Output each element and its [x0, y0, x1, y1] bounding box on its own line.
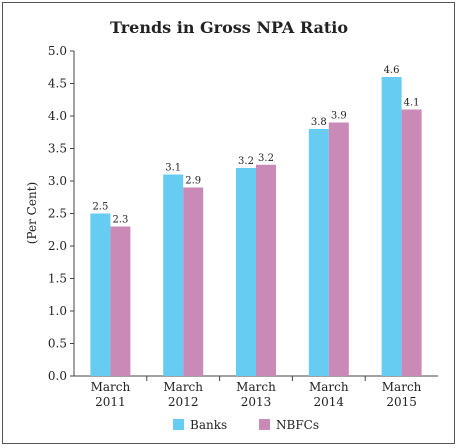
bar-nbfcs [110, 226, 131, 376]
data-label: 3.2 [258, 153, 274, 164]
legend: Banks NBFCs [173, 418, 319, 432]
data-label: 2.5 [92, 202, 108, 213]
y-tick-label: 4.0 [48, 109, 67, 123]
y-tick-label: 4.5 [48, 77, 67, 91]
x-tick-label: 2012 [168, 395, 199, 409]
bar-nbfcs [256, 164, 276, 376]
x-tick-label: March [163, 380, 203, 394]
y-tick-label: 2.0 [48, 239, 67, 253]
x-tick-label: March [236, 380, 276, 394]
y-tick-label: 2.5 [48, 207, 67, 221]
bar-nbfcs [401, 109, 422, 376]
data-label: 3.1 [165, 163, 181, 174]
y-tick-label: 3.0 [48, 174, 67, 188]
bar-banks [308, 129, 329, 376]
y-tick-label: 0.5 [48, 337, 67, 351]
x-tick-label: 2014 [314, 395, 345, 409]
data-label: 3.9 [331, 111, 347, 122]
bar-banks [90, 213, 111, 376]
data-label: 2.3 [112, 215, 128, 226]
legend-label-banks: Banks [190, 418, 227, 432]
x-tick-label: 2015 [386, 395, 417, 409]
x-tick-label: 2013 [241, 395, 272, 409]
data-label: 3.2 [238, 156, 254, 167]
bar-nbfcs [328, 122, 349, 376]
bar-banks [381, 77, 402, 376]
bar-banks [236, 168, 256, 376]
y-axis-label: (Per Cent) [25, 182, 39, 244]
y-tick-label: 1.0 [48, 304, 67, 318]
y-tick-label: 5.0 [48, 44, 67, 58]
x-tick-label: March [382, 380, 422, 394]
data-label: 3.8 [311, 117, 327, 128]
bar-nbfcs [183, 187, 204, 376]
bar-banks [163, 174, 184, 376]
data-label: 4.6 [384, 65, 400, 76]
legend-swatch-nbfcs [259, 419, 270, 430]
data-label: 2.9 [185, 176, 201, 187]
legend-swatch-banks [173, 419, 184, 430]
plot-area: 0.0 0.5 1.0 1.5 2.0 2.5 3.0 3.5 4.0 4.5 5.0 2.5 2.3 M… [48, 44, 438, 409]
chart-title: Trends in Gross NPA Ratio [110, 18, 348, 37]
y-tick-label: 0.0 [48, 369, 67, 383]
data-label: 4.1 [404, 98, 420, 109]
y-tick-label: 3.5 [48, 142, 67, 156]
x-tick-label: 2011 [95, 395, 126, 409]
x-tick-label: March [91, 380, 131, 394]
y-tick-label: 1.5 [48, 272, 67, 286]
chart-frame [2, 2, 455, 444]
legend-label-nbfcs: NBFCs [276, 418, 319, 432]
x-tick-label: March [309, 380, 349, 394]
